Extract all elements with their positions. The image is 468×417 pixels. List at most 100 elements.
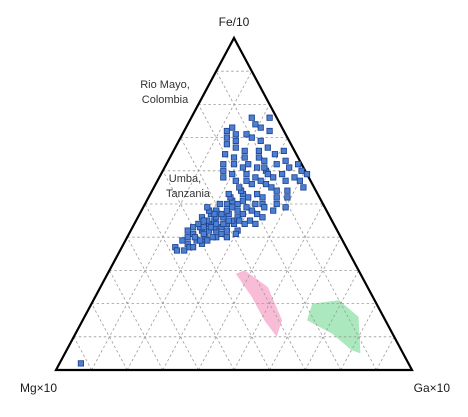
data-point	[221, 151, 229, 158]
data-point	[245, 194, 252, 201]
data-point	[218, 210, 225, 218]
grid-line	[233, 203, 324, 371]
data-point	[223, 207, 230, 214]
data-point	[197, 237, 204, 244]
data-point	[252, 174, 259, 181]
region-label-rio-mayo-line1: Rio Mayo,	[140, 79, 190, 91]
data-point	[211, 210, 218, 218]
data-point	[273, 161, 280, 168]
data-point	[239, 164, 246, 171]
data-point	[298, 167, 305, 174]
grid-line	[162, 137, 288, 371]
grid-line	[304, 270, 359, 371]
data-point	[252, 200, 259, 208]
data-point	[77, 360, 84, 367]
data-point	[243, 177, 250, 184]
data-point	[229, 124, 236, 131]
data-point	[248, 114, 255, 121]
data-point	[286, 164, 293, 171]
vertex-label-right: Ga×10	[414, 381, 451, 395]
vertex-label-left: Mg×10	[20, 381, 57, 395]
data-point	[225, 190, 232, 198]
data-point	[229, 170, 236, 178]
data-point	[225, 217, 232, 224]
data-point	[253, 210, 261, 218]
data-point	[173, 247, 181, 254]
data-point	[282, 204, 289, 211]
data-point	[262, 180, 270, 188]
data-point	[232, 144, 239, 151]
data-point	[303, 170, 311, 178]
data-point	[261, 204, 268, 211]
data-point	[220, 161, 227, 168]
data-point	[213, 220, 220, 227]
data-point	[300, 184, 307, 191]
data-point	[220, 220, 227, 227]
data-point	[223, 134, 230, 141]
data-point	[248, 207, 255, 214]
data-point	[261, 164, 268, 171]
data-point	[243, 204, 250, 211]
data-point	[245, 161, 252, 168]
data-point	[223, 200, 230, 208]
data-point	[181, 247, 188, 254]
data-point	[236, 184, 243, 191]
data-point	[179, 237, 186, 244]
data-point	[264, 144, 271, 151]
region-label-umba-line1: Umba,	[169, 173, 201, 185]
data-point	[266, 127, 273, 135]
data-point	[220, 167, 227, 174]
data-point	[273, 187, 280, 194]
data-point	[232, 137, 239, 144]
data-point	[253, 190, 261, 198]
sample-points	[77, 114, 311, 367]
data-point	[284, 194, 291, 201]
grid-line	[126, 237, 199, 371]
data-point	[230, 154, 238, 161]
ternary-grid	[73, 70, 395, 371]
data-point	[232, 177, 239, 184]
grid-line	[109, 270, 164, 371]
data-point	[259, 194, 266, 201]
data-point	[291, 174, 298, 181]
data-point	[271, 151, 279, 158]
data-point	[241, 154, 248, 161]
region-label-rio-mayo-line2: Colombia	[142, 94, 189, 106]
data-point	[278, 170, 286, 178]
data-point	[234, 207, 241, 214]
data-point	[239, 210, 246, 218]
data-point	[223, 141, 230, 148]
data-point	[204, 237, 211, 244]
data-point	[282, 157, 289, 164]
data-point	[257, 177, 264, 184]
data-point	[229, 204, 236, 211]
data-point	[257, 137, 264, 144]
data-point	[246, 217, 254, 224]
grid-line	[144, 203, 235, 371]
data-point	[200, 230, 207, 237]
data-point	[253, 164, 261, 171]
data-point	[189, 224, 197, 231]
data-point	[234, 200, 241, 208]
data-point	[273, 200, 280, 208]
data-point	[184, 227, 191, 234]
data-point	[243, 131, 250, 138]
regions-layer	[235, 270, 361, 354]
data-point	[248, 134, 255, 141]
data-point	[282, 177, 289, 184]
data-point	[230, 161, 238, 168]
data-point	[261, 157, 268, 164]
grid-line	[269, 237, 342, 371]
data-point	[296, 177, 304, 184]
data-point	[255, 147, 263, 154]
data-point	[239, 197, 246, 204]
data-point	[284, 187, 291, 194]
data-point	[220, 174, 227, 181]
data-point	[232, 131, 239, 138]
data-point	[255, 154, 263, 161]
data-point	[236, 217, 243, 224]
data-point	[280, 147, 287, 154]
data-point	[243, 170, 250, 178]
grid-line	[376, 336, 395, 371]
